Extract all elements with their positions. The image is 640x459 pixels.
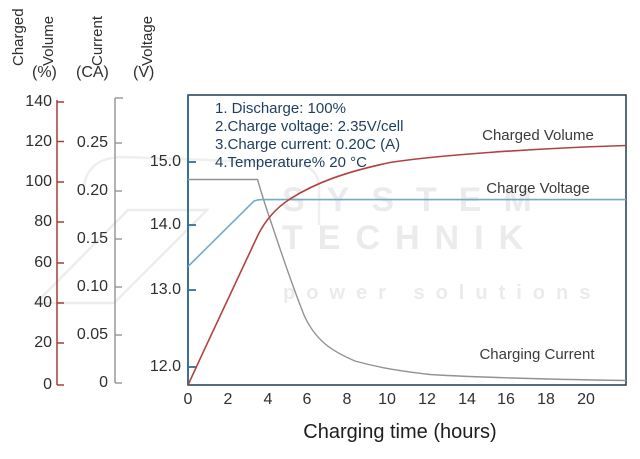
- current-axis-title: Current: [89, 15, 106, 66]
- condition-note-3: 3.Charge current: 0.20C (A): [215, 136, 401, 153]
- watermark-line-2: TECHNIK: [282, 219, 539, 257]
- current-tick: 0: [99, 374, 108, 391]
- x-tick: 0: [183, 391, 193, 408]
- x-tick: 14: [458, 391, 476, 408]
- watermark-line-3: power solutions: [283, 282, 602, 304]
- charging-current-label: Charging Current: [479, 346, 595, 363]
- condition-note-1: 1. Discharge: 100%: [215, 100, 346, 117]
- charged-axis-unit: (%): [32, 64, 57, 81]
- charged-tick: 100: [25, 173, 52, 190]
- current-tick: 0.20: [76, 182, 108, 199]
- voltage-axis: [187, 95, 196, 385]
- charging-current-curve: [188, 178, 627, 382]
- x-tick: 10: [378, 391, 396, 408]
- x-tick: 16: [497, 391, 515, 408]
- x-tick: 4: [263, 391, 273, 408]
- current-tick: 0.15: [76, 230, 108, 247]
- charged-tick: 40: [34, 294, 52, 311]
- x-tick: 18: [537, 391, 555, 408]
- x-axis-title: Charging time (hours): [303, 421, 497, 443]
- voltage-tick: 13.0: [149, 281, 181, 298]
- charged-tick: 80: [34, 213, 52, 230]
- charged-axis-title-word2: Volume: [40, 15, 57, 66]
- charged-tick: 0: [43, 376, 52, 393]
- charge-voltage-label: Charge Voltage: [486, 180, 590, 197]
- charged-tick: 60: [34, 254, 52, 271]
- watermark-swoosh-icon: [33, 208, 211, 305]
- voltage-axis-unit: (V): [133, 64, 155, 81]
- x-tick: 2: [223, 391, 233, 408]
- charged-tick: 120: [25, 133, 52, 150]
- charged-tick: 20: [34, 334, 52, 351]
- x-tick: 6: [302, 391, 312, 408]
- voltage-tick: 14.0: [149, 216, 181, 233]
- charged-axis-title-word1: Charged: [10, 8, 27, 66]
- condition-note-2: 2.Charge voltage: 2.35V/cell: [215, 118, 404, 135]
- current-tick: 0.25: [76, 134, 108, 151]
- voltage-tick: 12.0: [149, 358, 181, 375]
- watermark-swoosh-icon: [82, 155, 321, 225]
- current-tick: 0.10: [76, 278, 108, 295]
- voltage-axis-title: Voltage: [139, 15, 156, 66]
- charged-tick: 140: [25, 93, 52, 110]
- voltage-tick: 15.0: [149, 153, 181, 170]
- current-axis-unit: (CA): [76, 64, 109, 81]
- charged-volume-axis: [56, 100, 64, 386]
- condition-note-4: 4.Temperature% 20 °C: [215, 154, 367, 171]
- charge-voltage-curve: [187, 198, 626, 268]
- charged-volume-curve: [187, 144, 627, 386]
- x-tick: 20: [577, 391, 595, 408]
- current-tick: 0.05: [76, 326, 108, 343]
- x-tick: 8: [342, 391, 352, 408]
- charged-volume-label: Charged Volume: [482, 127, 594, 144]
- current-axis: [114, 97, 123, 384]
- x-tick: 12: [418, 391, 436, 408]
